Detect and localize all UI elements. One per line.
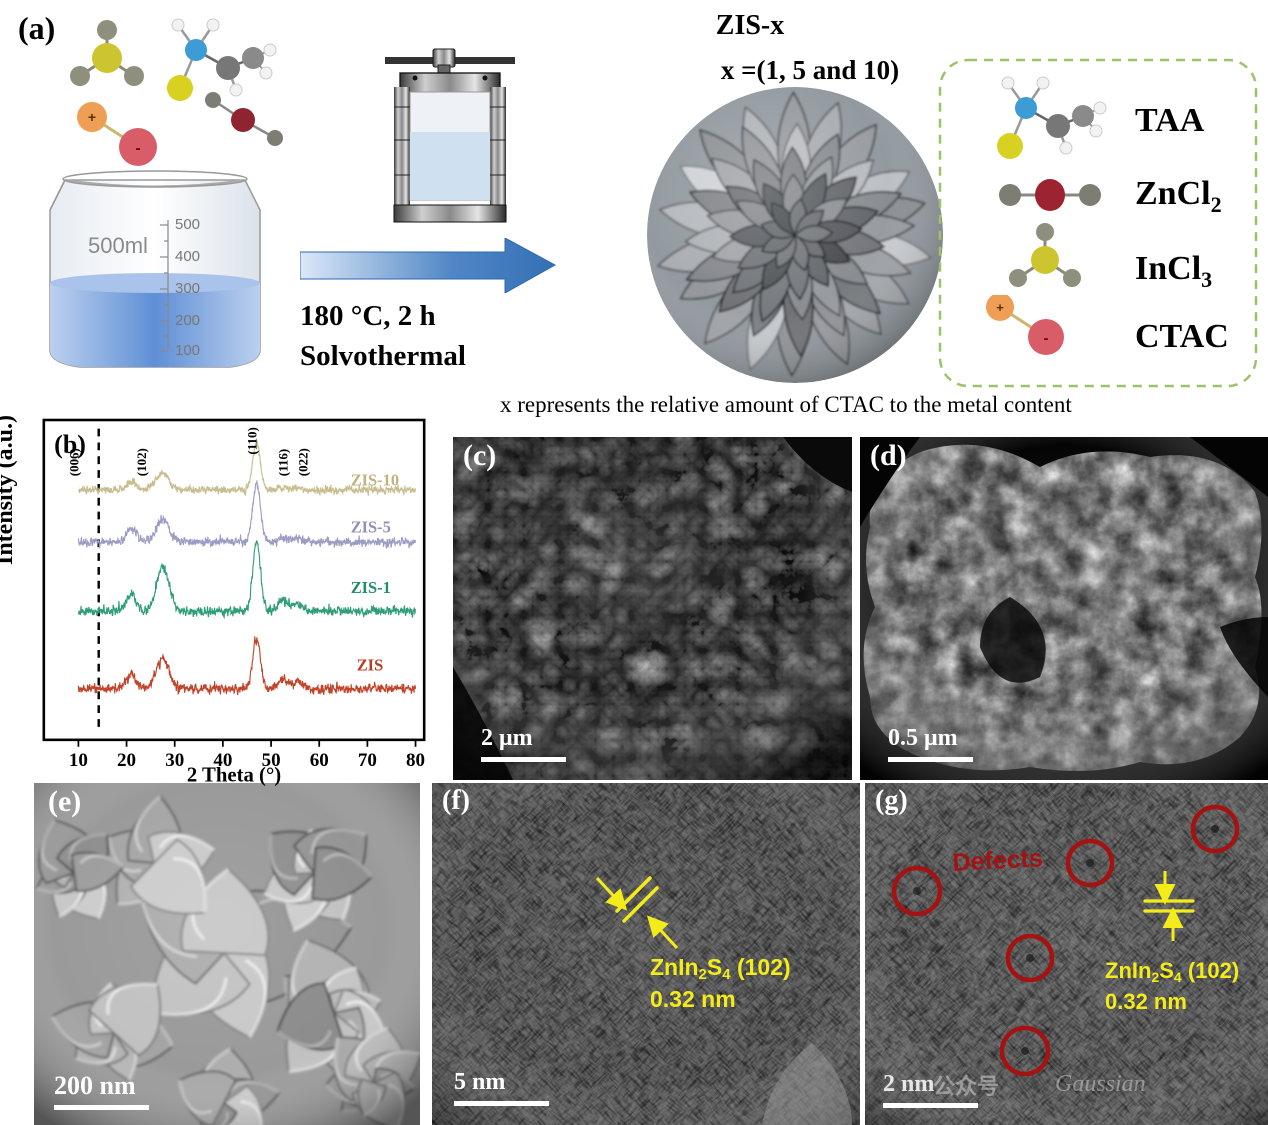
svg-text:ZIS-1: ZIS-1 [351, 578, 391, 597]
svg-text:ZIS-10: ZIS-10 [351, 471, 399, 490]
svg-text:400: 400 [175, 248, 200, 265]
svg-text:30: 30 [165, 750, 184, 771]
svg-text:ZnIn2S4 (102): ZnIn2S4 (102) [1105, 958, 1239, 985]
svg-text:+: + [88, 109, 96, 125]
svg-text:0.32 nm: 0.32 nm [1105, 989, 1187, 1014]
svg-text:-: - [135, 140, 140, 157]
svg-text:ZnIn2S4 (102): ZnIn2S4 (102) [650, 954, 791, 983]
svg-text:300: 300 [175, 280, 200, 297]
svg-text:(006): (006) [66, 448, 81, 476]
svg-text:80: 80 [406, 750, 425, 771]
svg-text:ZIS: ZIS [357, 656, 383, 675]
svg-text:(116): (116) [276, 449, 291, 476]
svg-text:500ml: 500ml [88, 233, 148, 258]
svg-text:ZIS-5: ZIS-5 [351, 517, 391, 536]
svg-text:(022): (022) [295, 448, 310, 476]
svg-text:2 Theta (°): 2 Theta (°) [187, 764, 281, 786]
svg-text:-: - [1044, 330, 1049, 347]
svg-text:+: + [996, 300, 1004, 315]
svg-text:70: 70 [358, 750, 377, 771]
svg-text:(102): (102) [134, 448, 149, 476]
svg-text:60: 60 [310, 750, 329, 771]
svg-text:20: 20 [117, 750, 136, 771]
svg-text:10: 10 [69, 750, 88, 771]
svg-text:0.32 nm: 0.32 nm [650, 986, 736, 1012]
svg-text:(110): (110) [244, 427, 259, 454]
svg-text:200: 200 [175, 312, 200, 329]
svg-text:500: 500 [175, 216, 200, 233]
svg-text:100: 100 [175, 342, 200, 359]
